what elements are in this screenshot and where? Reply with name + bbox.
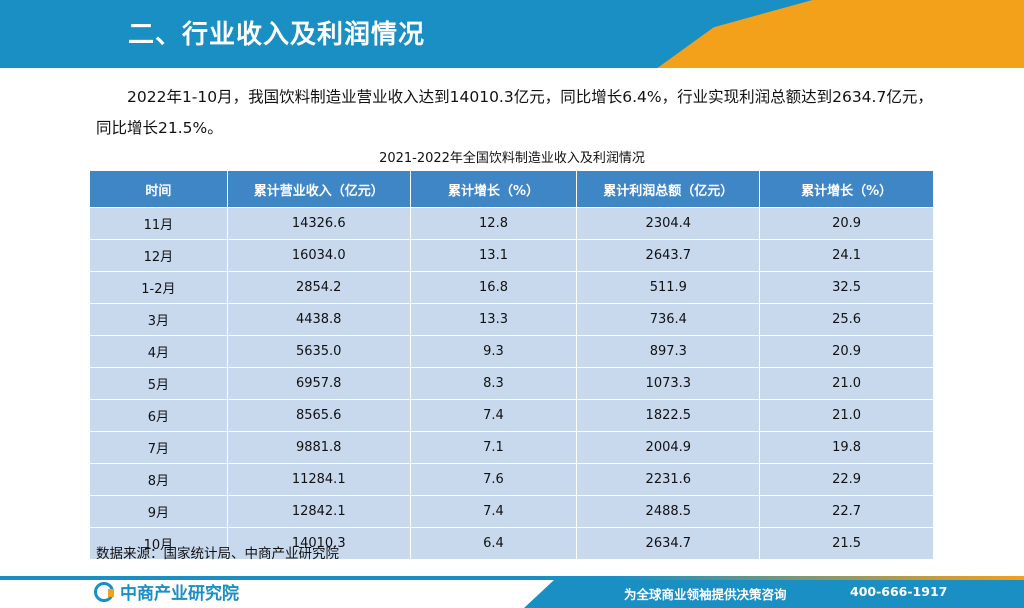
- cell-profit: 1822.5: [576, 399, 761, 432]
- cell-revenue-growth: 7.4: [409, 495, 578, 528]
- cell-time: 4月: [89, 335, 228, 368]
- column-header-revenue-growth: 累计增长（%）: [409, 170, 578, 208]
- data-table: 时间 累计营业收入（亿元） 累计增长（%） 累计利润总额（亿元） 累计增长（%）…: [89, 170, 934, 560]
- table-row: 4月 5635.0 9.3 897.3 20.9: [89, 335, 934, 368]
- cell-revenue-growth: 13.3: [409, 303, 578, 336]
- cell-profit: 2488.5: [576, 495, 761, 528]
- cell-revenue-growth: 9.3: [409, 335, 578, 368]
- table-header-row: 时间 累计营业收入（亿元） 累计增长（%） 累计利润总额（亿元） 累计增长（%）: [89, 170, 934, 208]
- cell-profit: 2304.4: [576, 207, 761, 240]
- cell-time: 10月: [89, 527, 228, 560]
- table-row: 10月 14010.3 6.4 2634.7 21.5: [89, 527, 934, 560]
- cell-revenue: 2854.2: [226, 271, 411, 304]
- table-row: 5月 6957.8 8.3 1073.3 21.0: [89, 367, 934, 400]
- table-row: 11月 14326.6 12.8 2304.4 20.9: [89, 207, 934, 240]
- table-row: 1-2月 2854.2 16.8 511.9 32.5: [89, 271, 934, 304]
- cell-revenue: 11284.1: [226, 463, 411, 496]
- company-logo: 中商产业研究院: [94, 579, 239, 604]
- column-header-profit: 累计利润总额（亿元）: [576, 170, 761, 208]
- cell-time: 8月: [89, 463, 228, 496]
- cell-revenue: 12842.1: [226, 495, 411, 528]
- cell-time: 5月: [89, 367, 228, 400]
- cell-profit-growth: 20.9: [759, 335, 934, 368]
- cell-profit-growth: 25.6: [759, 303, 934, 336]
- cell-revenue: 6957.8: [226, 367, 411, 400]
- cell-profit: 897.3: [576, 335, 761, 368]
- cell-revenue-growth: 8.3: [409, 367, 578, 400]
- cell-revenue: 9881.8: [226, 431, 411, 464]
- cell-profit: 511.9: [576, 271, 761, 304]
- footer-slogan: 为全球商业领袖提供决策咨询: [624, 587, 787, 602]
- footer-phone: 400-666-1917: [850, 584, 948, 599]
- table-row: 7月 9881.8 7.1 2004.9 19.8: [89, 431, 934, 464]
- cell-revenue: 8565.6: [226, 399, 411, 432]
- cell-profit: 2643.7: [576, 239, 761, 272]
- cell-time: 3月: [89, 303, 228, 336]
- cell-profit-growth: 19.8: [759, 431, 934, 464]
- cell-revenue: 4438.8: [226, 303, 411, 336]
- cell-revenue: 14326.6: [226, 207, 411, 240]
- logo-text: 中商产业研究院: [120, 584, 239, 604]
- table-row: 3月 4438.8 13.3 736.4 25.6: [89, 303, 934, 336]
- cell-time: 12月: [89, 239, 228, 272]
- cell-revenue: 14010.3: [226, 527, 411, 560]
- page-title: 二、行业收入及利润情况: [128, 20, 426, 50]
- table-row: 8月 11284.1 7.6 2231.6 22.9: [89, 463, 934, 496]
- cell-time: 9月: [89, 495, 228, 528]
- column-header-time: 时间: [89, 170, 228, 208]
- cell-revenue: 5635.0: [226, 335, 411, 368]
- column-header-revenue: 累计营业收入（亿元）: [226, 170, 411, 208]
- cell-time: 11月: [89, 207, 228, 240]
- cell-revenue: 16034.0: [226, 239, 411, 272]
- cell-time: 6月: [89, 399, 228, 432]
- footer-divider: [0, 576, 1024, 580]
- cell-profit-growth: 22.9: [759, 463, 934, 496]
- cell-profit-growth: 24.1: [759, 239, 934, 272]
- cell-profit-growth: 21.0: [759, 367, 934, 400]
- data-source: 数据来源：国家统计局、中商产业研究院: [96, 546, 339, 562]
- cell-revenue-growth: 16.8: [409, 271, 578, 304]
- table-title: 2021-2022年全国饮料制造业收入及利润情况: [379, 151, 645, 166]
- cell-revenue-growth: 7.6: [409, 463, 578, 496]
- cell-time: 7月: [89, 431, 228, 464]
- cell-profit: 2231.6: [576, 463, 761, 496]
- cell-profit-growth: 20.9: [759, 207, 934, 240]
- cell-revenue-growth: 13.1: [409, 239, 578, 272]
- footer-banner: [524, 580, 1024, 608]
- intro-paragraph: 2022年1-10月，我国饮料制造业营业收入达到14010.3亿元，同比增长6.…: [96, 88, 933, 137]
- table-row: 6月 8565.6 7.4 1822.5 21.0: [89, 399, 934, 432]
- cell-profit: 1073.3: [576, 367, 761, 400]
- column-header-profit-growth: 累计增长（%）: [759, 170, 934, 208]
- cell-profit-growth: 21.0: [759, 399, 934, 432]
- cell-profit-growth: 21.5: [759, 527, 934, 560]
- cell-revenue-growth: 7.4: [409, 399, 578, 432]
- cell-revenue-growth: 12.8: [409, 207, 578, 240]
- cell-profit: 2634.7: [576, 527, 761, 560]
- cell-profit: 2004.9: [576, 431, 761, 464]
- table-row: 12月 16034.0 13.1 2643.7 24.1: [89, 239, 934, 272]
- cell-profit-growth: 22.7: [759, 495, 934, 528]
- cell-revenue-growth: 6.4: [409, 527, 578, 560]
- logo-icon: [94, 581, 114, 602]
- cell-profit: 736.4: [576, 303, 761, 336]
- table-row: 9月 12842.1 7.4 2488.5 22.7: [89, 495, 934, 528]
- cell-profit-growth: 32.5: [759, 271, 934, 304]
- cell-time: 1-2月: [89, 271, 228, 304]
- cell-revenue-growth: 7.1: [409, 431, 578, 464]
- table-body: 11月 14326.6 12.8 2304.4 20.9 12月 16034.0 13.1 26…: [89, 207, 934, 560]
